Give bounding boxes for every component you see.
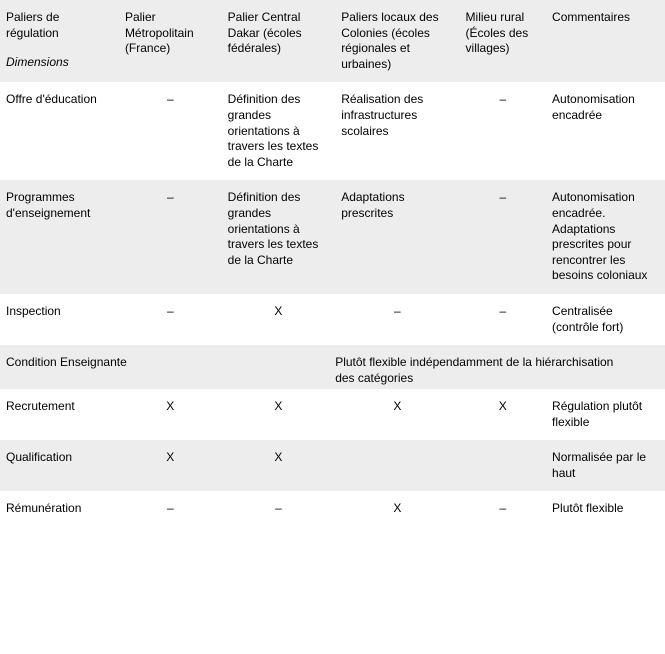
programmes-rural: – <box>460 180 547 294</box>
header-rural: Milieu rural (Écoles des villages) <box>460 0 547 82</box>
recrutement-metro: X <box>119 389 222 440</box>
programmes-dakar: Définition des grandes orientations à tr… <box>222 180 336 294</box>
inspection-rural: – <box>460 294 547 345</box>
inspection-dakar: X <box>222 294 336 345</box>
qualification-comm: Normalisée par le haut <box>546 440 665 491</box>
programmes-comm: Autonomisation encadrée. Adaptations pre… <box>546 180 665 294</box>
row-qualification: Qualification X X Normalisée par le haut <box>0 440 665 491</box>
header-dakar: Palier Central Dakar (écoles fédérales) <box>222 0 336 82</box>
recrutement-rural: X <box>460 389 547 440</box>
table-header-row: Paliers de régulation Dimensions Palier … <box>0 0 665 82</box>
inspection-locaux: – <box>335 294 459 345</box>
qualification-locaux <box>335 440 459 491</box>
header-metro: Palier Métropolitain (France) <box>119 0 222 82</box>
row-condition: Condition Enseignante Plutôt flexible in… <box>0 345 665 389</box>
remuneration-comm: Plutôt flexible <box>546 491 665 527</box>
programmes-locaux: Adaptations prescrites <box>335 180 459 294</box>
row-recrutement: Recrutement X X X X Régulation plutôt fl… <box>0 389 665 440</box>
row-programmes: Programmes d'enseignement – Définition d… <box>0 180 665 294</box>
qualification-metro: X <box>119 440 222 491</box>
qualification-rural <box>460 440 547 491</box>
offre-dakar: Définition des grandes orientations à tr… <box>222 82 336 180</box>
header-locaux: Paliers locaux des Colonies (écoles régi… <box>335 0 459 82</box>
header-dimensions-label: Dimensions <box>6 55 113 71</box>
label-recrutement: Recrutement <box>0 389 119 440</box>
label-condition: Condition Enseignante <box>0 345 119 389</box>
label-qualification: Qualification <box>0 440 119 491</box>
offre-metro: – <box>119 82 222 180</box>
inspection-comm: Centralisée (contrôle fort) <box>546 294 665 345</box>
remuneration-dakar: – <box>222 491 336 527</box>
offre-locaux: Réalisation des infrastructures scolaire… <box>335 82 459 180</box>
header-dimensions: Paliers de régulation Dimensions <box>0 0 119 82</box>
header-paliers-label: Paliers de régulation <box>6 10 113 41</box>
recrutement-locaux: X <box>335 389 459 440</box>
row-remuneration: Rémunération – – X – Plutôt flexible <box>0 491 665 527</box>
regulation-table: Paliers de régulation Dimensions Palier … <box>0 0 665 527</box>
header-commentaires: Commentaires <box>546 0 665 82</box>
row-inspection: Inspection – X – – Centralisée (contrôle… <box>0 294 665 345</box>
offre-rural: – <box>460 82 547 180</box>
recrutement-dakar: X <box>222 389 336 440</box>
remuneration-metro: – <box>119 491 222 527</box>
label-programmes: Programmes d'enseignement <box>0 180 119 294</box>
row-offre: Offre d'éducation – Définition des grand… <box>0 82 665 180</box>
label-inspection: Inspection <box>0 294 119 345</box>
condition-dakar <box>222 345 336 389</box>
qualification-dakar: X <box>222 440 336 491</box>
condition-merged: Plutôt flexible indépendamment de la hié… <box>335 345 459 389</box>
inspection-metro: – <box>119 294 222 345</box>
remuneration-rural: – <box>460 491 547 527</box>
label-offre: Offre d'éducation <box>0 82 119 180</box>
recrutement-comm: Régulation plutôt flexible <box>546 389 665 440</box>
offre-comm: Autonomisation encadrée <box>546 82 665 180</box>
label-remuneration: Rémunération <box>0 491 119 527</box>
remuneration-locaux: X <box>335 491 459 527</box>
programmes-metro: – <box>119 180 222 294</box>
